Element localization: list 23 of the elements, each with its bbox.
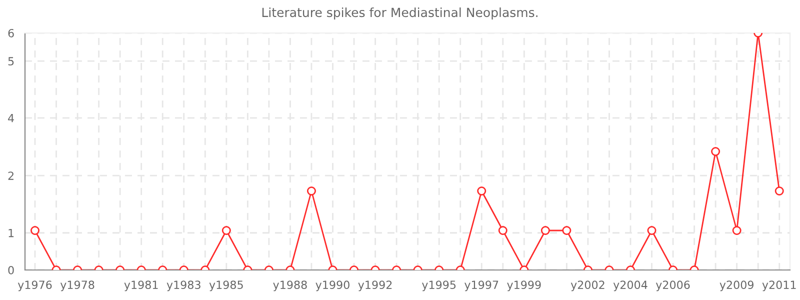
x-tick-label: y1995 bbox=[422, 280, 456, 292]
x-tick-label: y1992 bbox=[358, 280, 392, 292]
chart-title: Literature spikes for Mediastinal Neoplasms. bbox=[262, 7, 538, 20]
y-tick-label: 1 bbox=[8, 228, 14, 238]
y-tick-label: 4 bbox=[8, 114, 14, 122]
x-tick-label: y1997 bbox=[464, 280, 498, 292]
x-tick-label: y2009 bbox=[720, 280, 754, 292]
x-tick-label: y1981 bbox=[124, 280, 158, 292]
x-tick-label: y1978 bbox=[60, 280, 94, 292]
x-tick-label: y2011 bbox=[762, 280, 796, 292]
x-tick-label: y1988 bbox=[273, 280, 307, 292]
y-tick-label: 6 bbox=[8, 28, 14, 38]
x-tick-label: y1999 bbox=[507, 280, 541, 292]
x-tick-label: y2006 bbox=[656, 280, 690, 292]
y-tick-label: 2 bbox=[8, 172, 14, 180]
x-tick-label: y2002 bbox=[570, 280, 604, 292]
x-tick-label: y1983 bbox=[166, 280, 200, 292]
x-tick-label: y2004 bbox=[613, 280, 648, 292]
y-tick-label: 5 bbox=[8, 57, 14, 66]
x-tick-label: y1976 bbox=[18, 280, 52, 292]
x-tick-label: y1990 bbox=[316, 280, 350, 292]
y-tick-label: 0 bbox=[8, 266, 14, 274]
x-tick-label: y1985 bbox=[209, 280, 243, 292]
